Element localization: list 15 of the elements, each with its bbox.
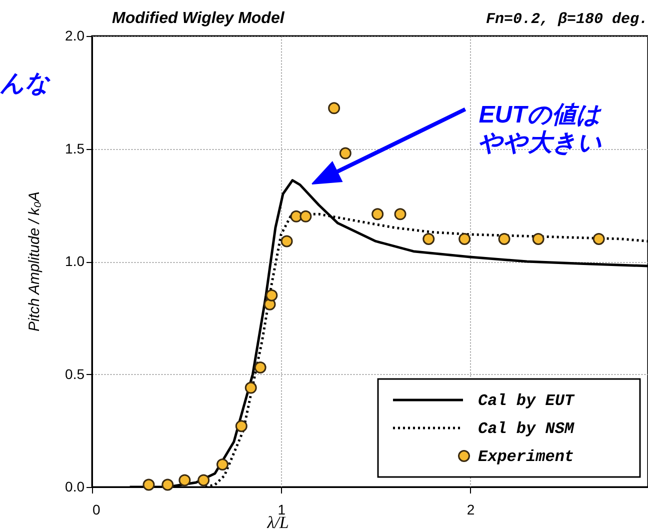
legend-label: Cal by EUT [478,392,576,410]
x-tick-label: 0 [92,502,100,518]
y-tick-label: 1.0 [65,253,85,269]
chart-title: Modified Wigley Model [112,10,285,27]
text: Fn=0.2, β=180 deg. [486,11,648,28]
y-tick-label: 1.5 [65,140,85,156]
y-axis-title: Pitch Amplitude / k₀A [26,192,43,332]
text: んな [0,70,51,97]
annotation: EUTの値はやや大きい [478,101,602,156]
y-tick-label: 0.5 [65,366,85,382]
x-tick-label: 2 [466,502,475,518]
legend-label: Cal by NSM [478,420,576,438]
y-tick-label: 0.0 [65,478,85,494]
legend-label: Experiment [478,448,574,466]
y-tick-label: 2.0 [65,28,85,44]
